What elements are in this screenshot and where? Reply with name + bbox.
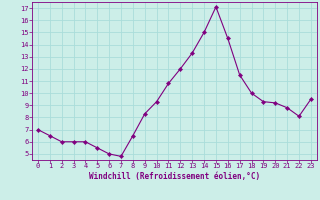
X-axis label: Windchill (Refroidissement éolien,°C): Windchill (Refroidissement éolien,°C) (89, 172, 260, 181)
